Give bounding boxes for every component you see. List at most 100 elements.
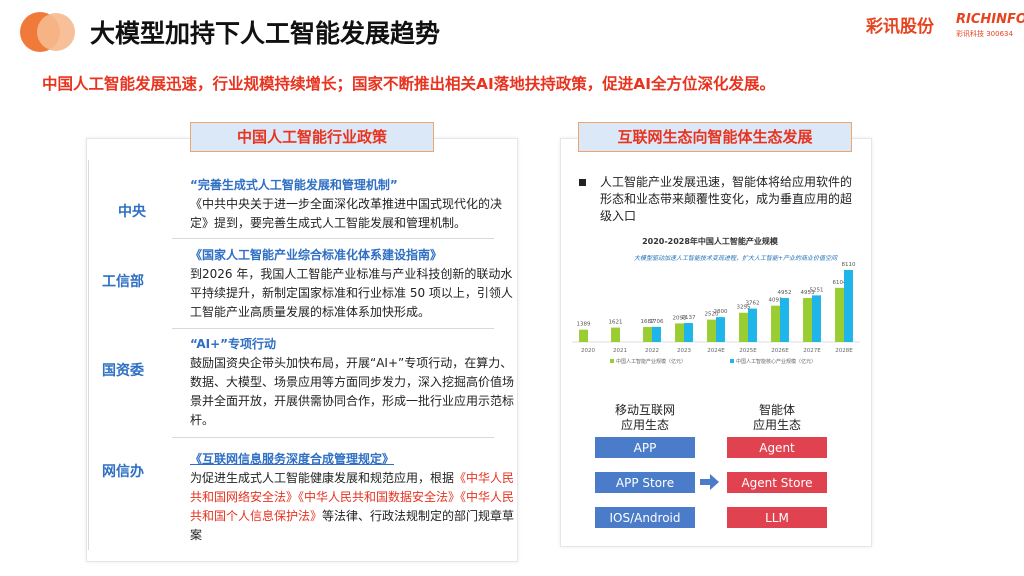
policy-title: 《国家人工智能产业综合标准化体系建设指南》: [190, 248, 443, 262]
right-graphics: 2020-2028年中国人工智能产业规模大模型驱动加速人工智能技术变现进程，扩大…: [572, 236, 860, 528]
x-tick-label: 2028E: [835, 348, 853, 354]
column-title: 智能体: [759, 402, 795, 417]
bar: [803, 298, 812, 342]
eco-box: [595, 507, 695, 528]
value-label: 8110: [841, 262, 855, 268]
value-label: 1389: [577, 322, 591, 328]
bar: [739, 312, 748, 342]
logo-name: 彩讯股份: [866, 17, 934, 37]
logo-en: RICHINFO: [956, 12, 1024, 27]
bar: [835, 287, 844, 342]
policy-item: “完善生成式人工智能发展和管理机制” 《中共中央关于进一步全面深化改革推进中国式…: [190, 176, 515, 233]
eco-box: [727, 507, 827, 528]
eco-box-label: IOS/Android: [609, 511, 680, 525]
panel-heading: 中国人工智能行业政策: [190, 122, 434, 152]
legend-label: 中国人工智能产业规模（亿元）: [616, 358, 686, 365]
bar: [684, 323, 693, 342]
value-label: 1687: [641, 319, 655, 325]
slide-title: 大模型加持下人工智能发展趋势: [90, 19, 441, 48]
x-tick-label: 2020: [581, 348, 595, 354]
policy-item: 《互联网信息服务深度合成管理规定》 为促进生成式人工智能健康发展和规范应用，根据…: [190, 450, 515, 545]
value-label: 2800: [713, 309, 727, 315]
eco-box-label: APP Store: [616, 476, 674, 490]
bar: [844, 270, 853, 342]
bar: [675, 323, 684, 342]
law-ref: 《中华人民共和国数据安全法》: [298, 490, 461, 504]
bar: [579, 329, 588, 342]
x-tick-label: 2025E: [739, 348, 757, 354]
column-title: 应用生态: [753, 417, 801, 432]
legend-label: 中国人工智能核心产业规模（亿元）: [736, 358, 816, 365]
bar: [707, 319, 716, 342]
value-label: 4092: [769, 298, 783, 304]
logo-sub: 彩讯科技 300634: [956, 30, 1013, 38]
law-ref: 《中华人民共和国网络安全法》: [190, 471, 515, 504]
value-label: 2093: [673, 315, 687, 321]
eco-box: [595, 472, 695, 493]
value-label: 5251: [809, 287, 823, 293]
divider: [88, 160, 89, 550]
bar: [780, 298, 789, 342]
bar: [652, 326, 661, 342]
logo-mark: [20, 12, 75, 52]
value-label: 6104: [833, 280, 847, 286]
bar: [812, 295, 821, 342]
x-tick-label: 2021: [613, 348, 627, 354]
legend-swatch: [730, 359, 734, 363]
x-tick-label: 2024E: [707, 348, 725, 354]
bar: [716, 317, 725, 342]
chart-annotation: 大模型驱动加速人工智能技术变现进程，扩大人工智能+产业的商业价值空间: [634, 254, 838, 262]
dept: 工信部: [102, 274, 144, 290]
separator: [172, 238, 494, 239]
legend-swatch: [610, 359, 614, 363]
policy-title: “完善生成式人工智能发展和管理机制”: [190, 178, 398, 192]
x-tick-label: 2026E: [771, 348, 789, 354]
column-title: 移动互联网: [615, 403, 675, 417]
eco-box-label: Agent Store: [741, 476, 812, 490]
dept: 中央: [118, 204, 146, 220]
policy-body: 为促进生成式人工智能健康发展和规范应用，根据《中华人民共和国网络安全法》《中华人…: [190, 469, 515, 545]
policy-title: “AI+”专项行动: [190, 337, 277, 351]
policy-item: 《国家人工智能产业综合标准化体系建设指南》 到2026 年，我国人工智能产业标准…: [190, 246, 515, 322]
eco-box-label: LLM: [765, 511, 789, 525]
bullet-text: 人工智能产业发展迅速，智能体将给应用软件的形态和业态带来颠覆性变化，成为垂直应用…: [600, 175, 853, 223]
value-label: 4952: [777, 290, 791, 296]
column-title: 应用生态: [621, 417, 669, 432]
x-tick-label: 2023: [677, 348, 691, 354]
chart-title: 2020-2028年中国人工智能产业规模: [642, 236, 779, 246]
value-label: 2520: [705, 312, 719, 318]
x-tick-label: 2027E: [803, 348, 821, 354]
eco-box: [727, 472, 827, 493]
law-ref: 《中华人民共和国个人信息保护法》: [190, 490, 515, 523]
eco-box-label: APP: [634, 441, 657, 455]
dept: 国资委: [102, 363, 144, 379]
bar: [771, 305, 780, 342]
value-label: 4953: [801, 290, 815, 296]
value-label: 2137: [681, 315, 695, 321]
bar: [611, 327, 620, 342]
value-label: 3295: [737, 305, 751, 311]
separator: [172, 437, 494, 438]
dept: 网信办: [102, 464, 144, 480]
policy-body: 《中共中央关于进一步全面深化改革推进中国式现代化的决定》提到，要完善生成式人工智…: [190, 197, 503, 230]
value-label: 1706: [649, 319, 663, 325]
policy-body: 到2026 年，我国人工智能产业标准与产业科技创新的联动水平持续提升，新制定国家…: [190, 267, 513, 319]
bullet-mark: [579, 179, 586, 186]
bar: [748, 308, 757, 342]
policy-panel: [86, 138, 518, 562]
eco-box-label: Agent: [759, 441, 795, 455]
value-label: 3762: [745, 301, 759, 307]
subtitle: 中国人工智能发展迅速，行业规模持续增长；国家不断推出相关AI落地扶持政策，促进A…: [42, 75, 776, 93]
policy-title: 《互联网信息服务深度合成管理规定》: [190, 452, 395, 466]
text: 为促进生成式人工智能健康发展和规范应用，根据: [190, 471, 455, 485]
policy-body: 鼓励国资央企带头加快布局，开展“AI+”专项行动，在算力、数据、大模型、场景应用…: [190, 356, 515, 427]
panel-heading: 互联网生态向智能体生态发展: [578, 122, 852, 152]
eco-box: [595, 437, 695, 458]
value-label: 1621: [609, 320, 623, 326]
eco-box: [727, 437, 827, 458]
separator: [172, 328, 494, 329]
arrow: [700, 474, 719, 490]
x-tick-label: 2022: [645, 348, 659, 354]
text: 等法律、行政法规制定的部门规章草案: [190, 509, 515, 542]
